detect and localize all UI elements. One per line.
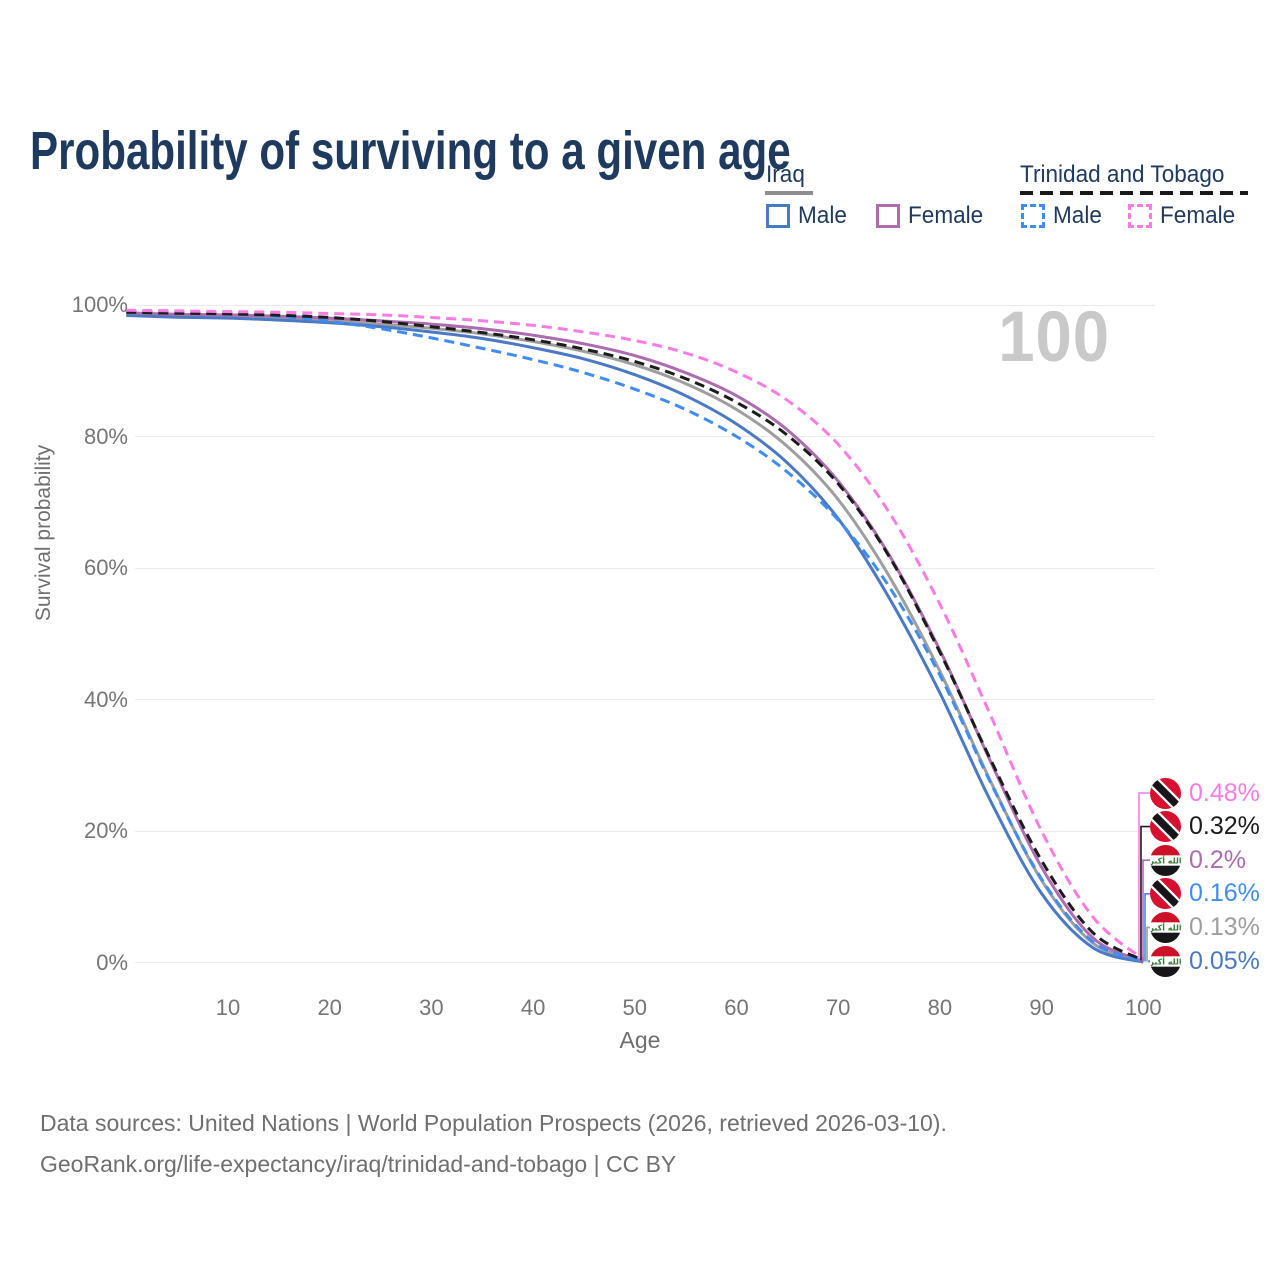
x-tick-label: 40 [520, 995, 546, 1020]
legend-trinidad-total-line-key [1020, 191, 1248, 195]
x-tick-label: 50 [622, 995, 648, 1020]
legend-item-label: Female [1160, 202, 1236, 229]
x-tick-label: 20 [317, 995, 342, 1020]
end-value-iraq-female: الله أكبر 0.2% [1150, 844, 1246, 876]
trinidad-male-swatch-icon [1021, 204, 1045, 228]
series-line-trinidad-and-tobago-female [126, 308, 1145, 961]
y-tick-label: 60% [83, 555, 128, 580]
end-value-trinidad-and-tobago-female: 0.48% [1150, 777, 1260, 809]
gridline [135, 699, 1155, 700]
end-label-connector [1140, 825, 1150, 961]
series-line-iraq-male [126, 314, 1144, 964]
x-tick-label: 10 [215, 995, 241, 1020]
end-value-iraq-male: الله أكبر 0.05% [1150, 945, 1260, 977]
x-tick-label: 70 [825, 995, 851, 1020]
series-line-iraq-both-sexes [126, 312, 1144, 964]
end-value-iraq-both-sexes: الله أكبر 0.13% [1150, 911, 1260, 943]
end-value-text: 0.48% [1189, 778, 1260, 807]
legend-iraq-total-line-key [765, 191, 813, 195]
page-title: Probability of surviving to a given age [30, 121, 791, 182]
y-tick-label: 0% [96, 949, 128, 975]
attribution-line: GeoRank.org/life-expectancy/iraq/trinida… [40, 1151, 677, 1177]
iraq-flag-icon: الله أكبر [1150, 844, 1181, 876]
iraq-flag-icon: الله أكبر [1150, 945, 1181, 977]
end-value-text: 0.05% [1189, 946, 1260, 975]
y-tick-label: 100% [71, 292, 128, 317]
x-tick-label: 30 [419, 995, 444, 1020]
trinidad-and-tobago-flag-icon [1150, 777, 1181, 809]
end-label-connector [1138, 792, 1150, 960]
end-value-text: 0.32% [1189, 812, 1260, 841]
x-tick-label: 100 [1124, 995, 1162, 1020]
end-value-text: 0.16% [1189, 879, 1260, 908]
end-value-text: 0.2% [1189, 845, 1246, 874]
svg-text:الله أكبر: الله أكبر [1150, 956, 1181, 966]
series-line-iraq-female [126, 311, 1144, 963]
series-line-trinidad-and-tobago-male [126, 310, 1144, 963]
legend-group-iraq-header: Iraq [766, 161, 805, 188]
gridline [135, 304, 1155, 306]
gridline [135, 830, 1155, 832]
legend-item-iraq-male[interactable]: Male [766, 202, 850, 230]
series-line-trinidad-and-tobago-both-sexes [126, 310, 1145, 962]
trinidad-and-tobago-flag-icon [1150, 811, 1181, 843]
iraq-female-swatch-icon [876, 204, 900, 228]
svg-text:الله أكبر: الله أكبر [1150, 922, 1181, 932]
iraq-flag-icon: الله أكبر [1150, 911, 1181, 943]
gridline [135, 567, 1155, 569]
end-label-connector [1142, 859, 1150, 962]
legend-item-trinidad-female[interactable]: Female [1128, 202, 1240, 230]
x-tick-label: 80 [927, 995, 953, 1020]
iraq-male-swatch-icon [766, 204, 790, 228]
x-tick-label: 90 [1029, 995, 1054, 1020]
legend-item-label: Male [1053, 202, 1102, 229]
gridline [135, 962, 1155, 963]
footer: Data sources: United Nations | World Pop… [40, 1103, 947, 1185]
y-axis-title: Survival probability [32, 444, 55, 622]
legend-item-label: Female [908, 202, 984, 229]
x-tick-label: 60 [724, 995, 749, 1020]
legend-item-trinidad-male[interactable]: Male [1021, 202, 1105, 230]
x-axis-title: Age [619, 1027, 661, 1053]
age-watermark: 100 [998, 298, 1110, 377]
y-tick-label: 80% [83, 423, 128, 449]
legend-item-label: Male [798, 202, 847, 229]
end-value-trinidad-and-tobago-both-sexes: 0.32% [1150, 811, 1260, 843]
y-tick-label: 20% [83, 818, 128, 843]
y-tick-label: 40% [83, 686, 128, 712]
end-value-trinidad-and-tobago-male: 0.16% [1150, 878, 1260, 910]
gridline [135, 436, 1155, 437]
end-value-text: 0.13% [1189, 912, 1260, 941]
svg-text:الله أكبر: الله أكبر [1150, 855, 1181, 865]
trinidad-female-swatch-icon [1128, 204, 1152, 228]
legend-group-trinidad-header: Trinidad and Tobago [1020, 161, 1225, 188]
legend-item-iraq-female[interactable]: Female [876, 202, 988, 230]
data-sources-line: Data sources: United Nations | World Pop… [40, 1110, 947, 1136]
trinidad-and-tobago-flag-icon [1150, 878, 1181, 910]
